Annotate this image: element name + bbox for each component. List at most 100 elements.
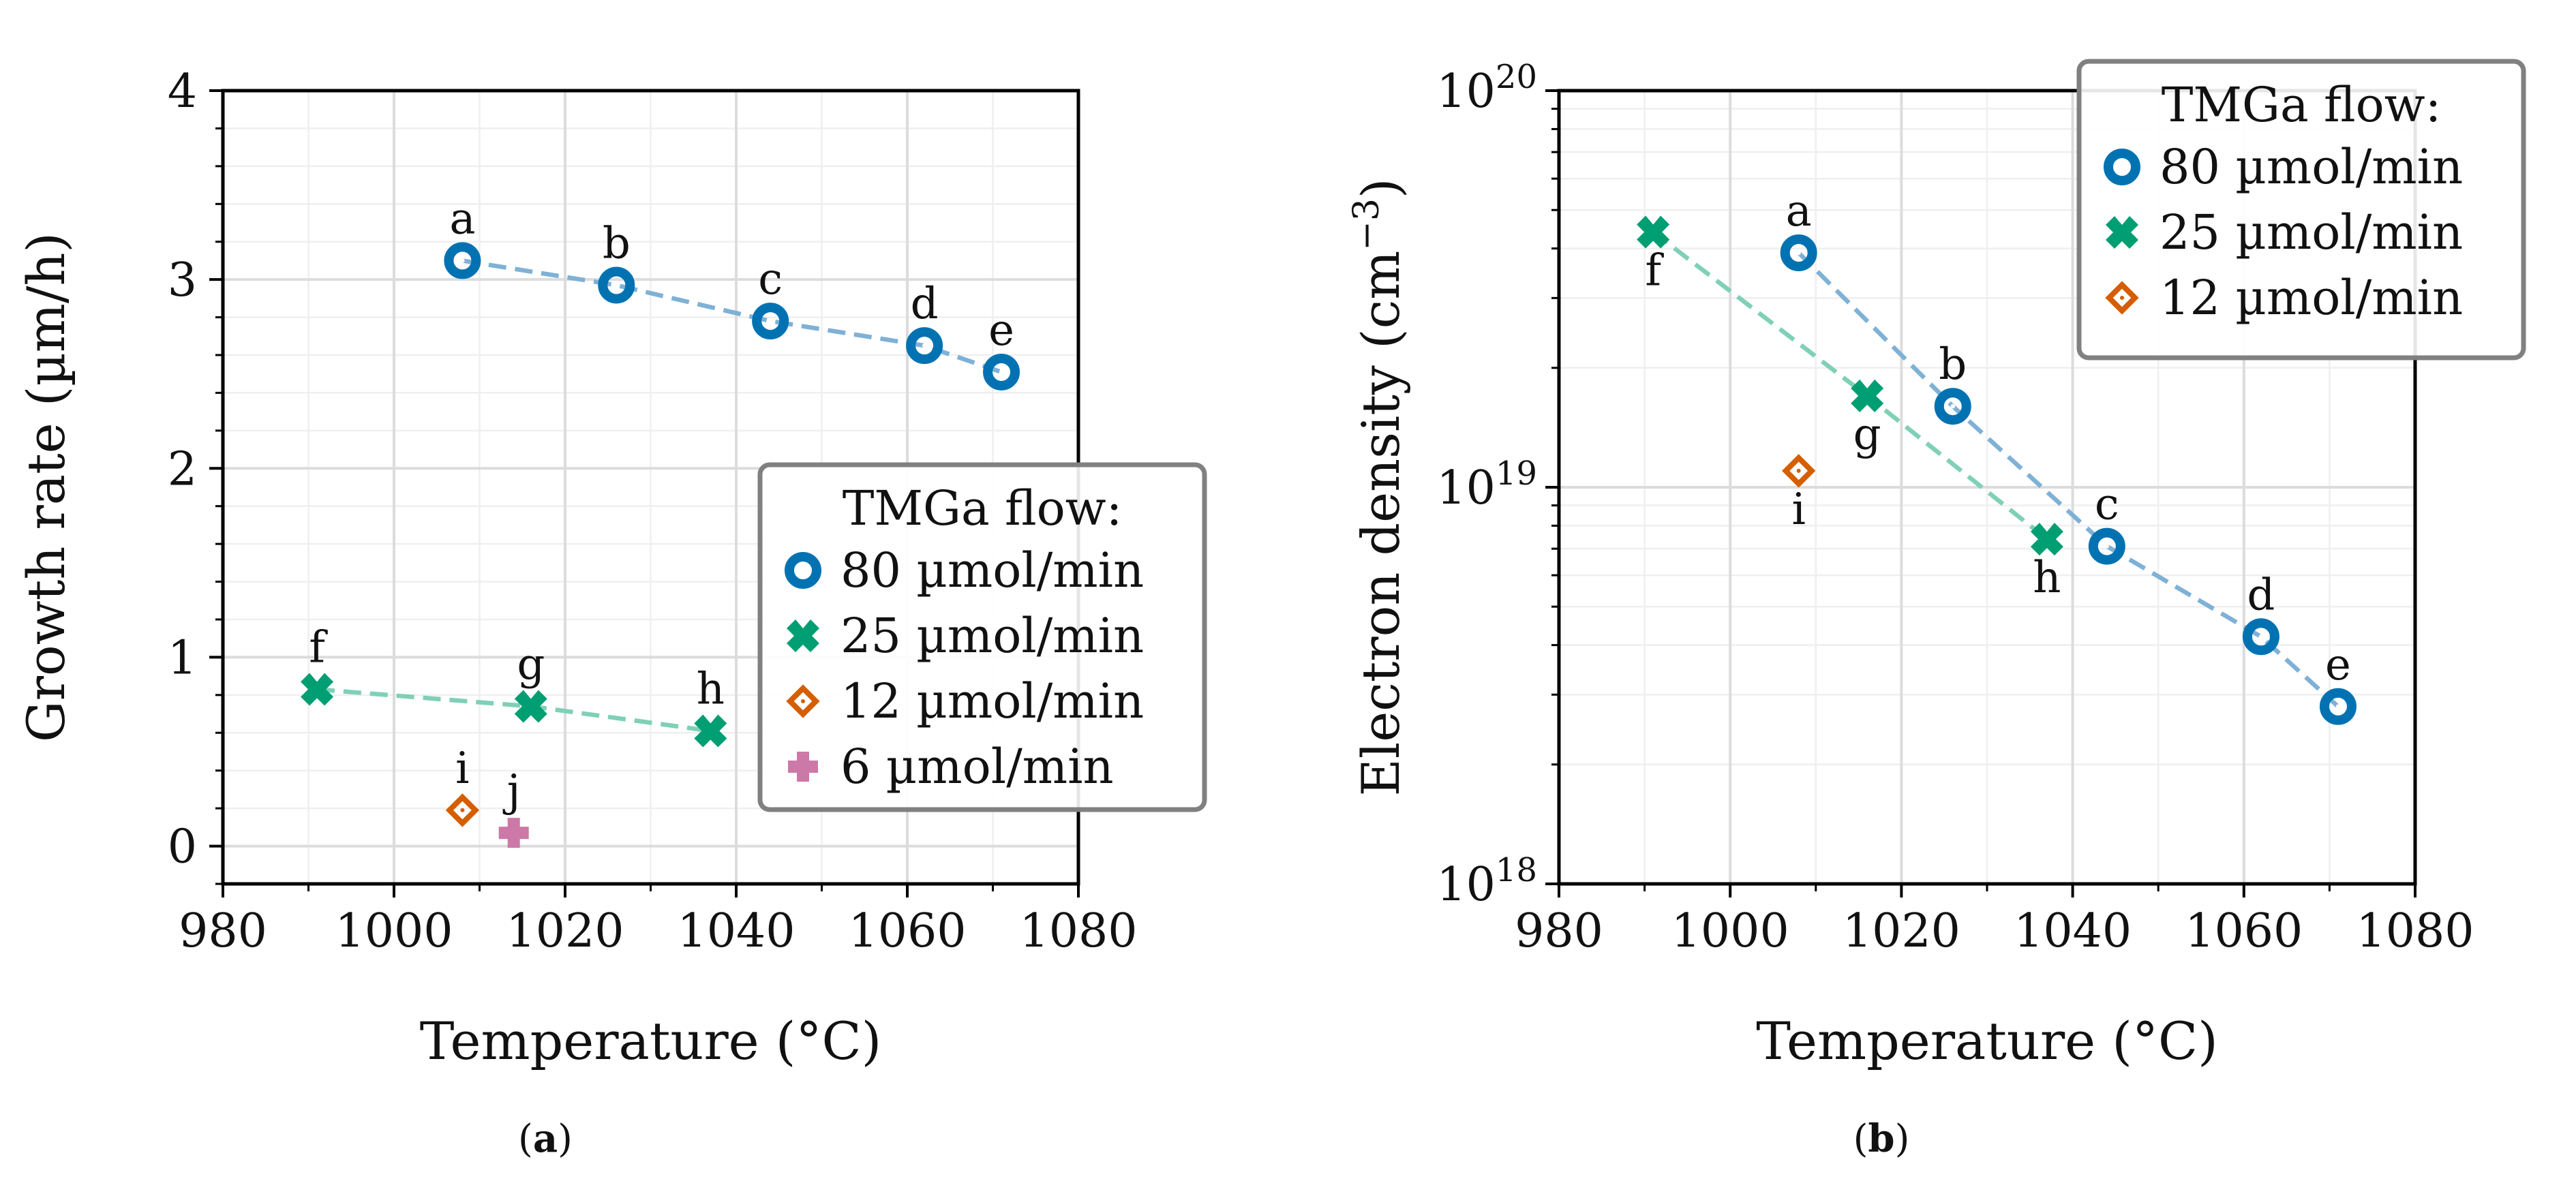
legend-marker-2 (2105, 281, 2139, 315)
y-axis-label: Growth rate (µm/h) (16, 232, 76, 742)
legend-marker-0 (2104, 149, 2140, 185)
point-label-a: a (449, 194, 475, 244)
y-tick-label-base: 10 (1436, 461, 1496, 515)
legend-box (757, 462, 1207, 812)
data-point-a-center (460, 258, 465, 263)
x-tick-label: 1020 (506, 904, 624, 958)
x-axis-label: Temperature (°C) (420, 1011, 882, 1071)
legend-entry: 80 µmol/min (2160, 139, 2463, 195)
x-tick-label: 1040 (2014, 904, 2132, 958)
point-label-e: e (2325, 640, 2351, 690)
legend-marker-0-center (800, 568, 806, 573)
caption-b: (b) (1853, 1116, 1910, 1161)
y-axis-label-close: ) (1350, 178, 1411, 198)
y-tick-label: 1018 (1436, 851, 1537, 912)
data-point-f (1637, 215, 1670, 249)
data-point-e-center (2335, 704, 2341, 709)
data-point-c-center (768, 318, 773, 324)
legend-marker-2 (786, 684, 820, 718)
data-point-i-center (460, 808, 465, 812)
data-point-i (445, 793, 480, 827)
data-point-b-center (1950, 404, 1955, 409)
panel-a: 980 1000 1020 1040 1060 1080 0 1 2 3 4 Temperature … (16, 65, 1207, 1071)
data-point-d (2242, 618, 2279, 656)
legend-entry: 25 µmol/min (2160, 204, 2463, 260)
x-tick-label: 1040 (677, 904, 795, 958)
x-tick-label: 1060 (2185, 904, 2303, 958)
point-label-f: f (309, 623, 328, 673)
data-point-e (2319, 688, 2357, 725)
y-axis-label: Electron density (cm−3) (1346, 178, 1411, 796)
x-tick-label: 1080 (2356, 904, 2474, 958)
point-label-i: i (1791, 485, 1805, 535)
point-label-c: c (758, 254, 783, 305)
data-point-b (1934, 388, 1971, 425)
data-point-c (2088, 527, 2125, 565)
legend-marker-0-center (2119, 164, 2125, 170)
point-label-h: h (2033, 553, 2061, 603)
x-tick-label: 1000 (335, 904, 453, 958)
data-point-a (444, 242, 481, 279)
legend-entry: 12 µmol/min (2160, 270, 2463, 326)
point-label-a: a (1786, 186, 1812, 236)
data-point-i-center (1796, 468, 1801, 473)
legend-entry: 25 µmol/min (840, 608, 1144, 664)
x-tick-label: 980 (179, 904, 267, 958)
point-label-c: c (2095, 480, 2119, 530)
data-point-b-center (614, 283, 619, 288)
x-tick-label: 1000 (1671, 904, 1789, 958)
y-tick-label-exp: 20 (1496, 58, 1537, 96)
data-point-e (983, 353, 1020, 390)
data-point-e-center (999, 369, 1004, 375)
legend-box (2076, 59, 2526, 361)
point-label-h: h (697, 664, 725, 715)
y-tick-label-exp: 19 (1496, 455, 1537, 493)
data-point-c-center (2104, 544, 2110, 549)
point-label-g: g (517, 639, 545, 690)
legend-entry: 6 µmol/min (840, 739, 1114, 795)
point-label-g: g (1853, 410, 1881, 460)
data-point-d (906, 327, 943, 365)
data-point-a-center (1796, 250, 1801, 256)
point-label-i: i (455, 743, 469, 794)
data-point-d-center (2258, 634, 2264, 639)
y-tick-label: 1 (168, 631, 197, 685)
x-tick-label: 1060 (848, 904, 966, 958)
legend-entry: 80 µmol/min (840, 542, 1144, 598)
data-point-i (1782, 454, 1816, 488)
point-label-d: d (911, 279, 939, 329)
caption-a: (a) (518, 1116, 573, 1161)
legend-marker-2-center (2120, 296, 2124, 300)
data-point-b (598, 266, 635, 304)
y-tick-label: 1020 (1436, 58, 1537, 119)
point-label-b: b (1939, 339, 1967, 390)
point-label-f: f (1645, 246, 1664, 296)
x-tick-label: 1080 (1019, 904, 1137, 958)
y-tick-label: 4 (168, 65, 197, 119)
y-tick-label-base: 10 (1436, 858, 1496, 912)
data-point-g (1851, 379, 1884, 412)
x-tick-label: 980 (1515, 904, 1603, 958)
data-point-h (2030, 523, 2063, 556)
legend-marker-0 (785, 552, 821, 589)
data-point-j (498, 818, 529, 848)
y-axis-label-text: Electron density (cm (1350, 251, 1411, 797)
data-point-g (514, 690, 547, 723)
data-point-d-center (922, 343, 927, 348)
panel-b: 980 1000 1020 1040 1060 1080101810191020Tempe… (1346, 58, 2526, 1071)
legend-title: TMGa flow: (2162, 77, 2442, 133)
data-point-c (752, 303, 789, 340)
y-tick-label: 1019 (1436, 455, 1537, 515)
y-tick-label-exp: 18 (1496, 851, 1537, 889)
x-axis-label: Temperature (°C) (1756, 1011, 2218, 1071)
legend-marker-1 (787, 619, 819, 652)
y-tick-label: 0 (168, 820, 197, 874)
legend-entry: 12 µmol/min (840, 673, 1144, 729)
series-line-1 (1652, 230, 2048, 541)
y-tick-label-base: 10 (1436, 65, 1496, 119)
legend-marker-1 (2106, 216, 2138, 249)
y-axis-label-exp: −3 (1346, 198, 1387, 251)
data-point-a (1780, 234, 1817, 272)
x-tick-label: 1020 (1843, 904, 1960, 958)
